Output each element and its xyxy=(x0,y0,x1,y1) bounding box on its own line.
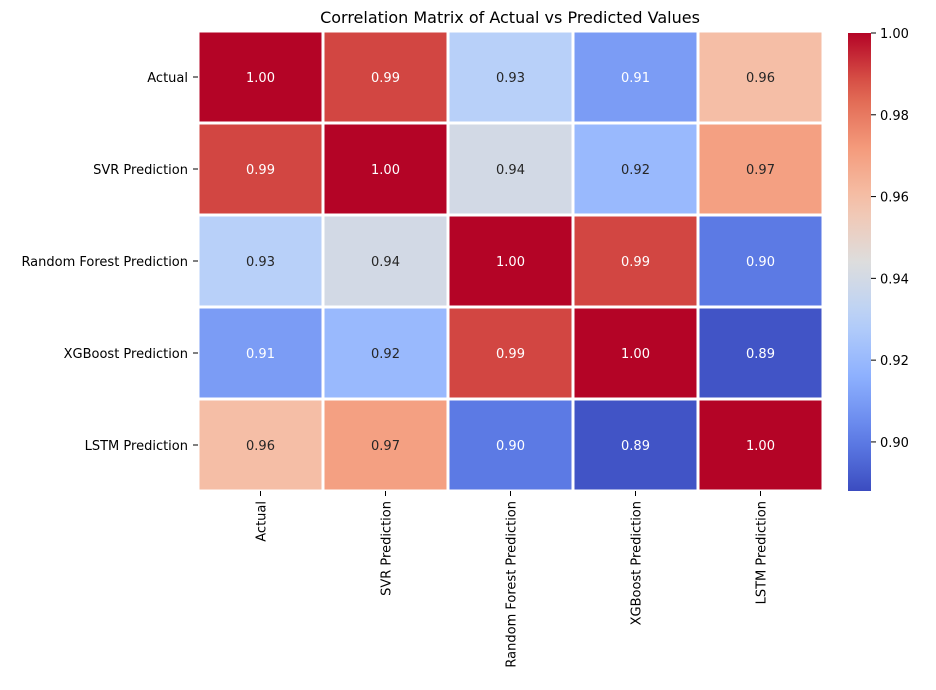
heatmap-cell xyxy=(446,121,575,217)
heatmap-cell xyxy=(321,29,450,125)
column-tick-label: XGBoost Prediction xyxy=(630,501,645,625)
heatmap-cell xyxy=(321,213,450,309)
cell-value-label: 0.93 xyxy=(496,71,525,86)
colorbar-tick-label: 1.00 xyxy=(880,27,909,42)
heatmap-cells: 1.00 0.99 0.93 0.91 0.96 0.99 1.00 0.94 0.92 0.97… xyxy=(196,29,825,493)
colorbar-tick-label: 0.94 xyxy=(880,272,909,287)
column-tick-label: SVR Prediction xyxy=(380,501,395,596)
colorbar: 0.90 0.92 0.94 0.96 0.98 1.00 xyxy=(848,27,909,491)
cell-value-label: 1.00 xyxy=(621,347,650,362)
row-tick-label: XGBoost Prediction xyxy=(64,347,188,362)
heatmap-cell xyxy=(446,305,575,401)
colorbar-gradient xyxy=(848,33,871,491)
chart-title: Correlation Matrix of Actual vs Predicte… xyxy=(320,8,700,27)
cell-value-label: 0.99 xyxy=(496,347,525,362)
cell-value-label: 1.00 xyxy=(746,439,775,454)
cell-value-label: 0.89 xyxy=(621,439,650,454)
cell-value-label: 0.96 xyxy=(746,71,775,86)
cell-value-label: 0.92 xyxy=(621,163,650,178)
colorbar-tick-label: 0.92 xyxy=(880,354,909,369)
column-tick-label: Random Forest Prediction xyxy=(505,501,520,668)
colorbar-tick-label: 0.90 xyxy=(880,436,909,451)
cell-value-label: 0.91 xyxy=(246,347,275,362)
heatmap-cell xyxy=(321,397,450,493)
heatmap-cell xyxy=(696,121,825,217)
cell-value-label: 1.00 xyxy=(496,255,525,270)
cell-value-label: 0.91 xyxy=(621,71,650,86)
cell-value-label: 0.94 xyxy=(371,255,400,270)
column-tick-labels: Actual SVR Prediction Random Forest Predic… xyxy=(255,491,770,668)
row-tick-labels: Actual SVR Prediction Random Forest Predic… xyxy=(21,71,198,454)
cell-value-label: 0.97 xyxy=(371,439,400,454)
heatmap-cell xyxy=(321,305,450,401)
heatmap-cell xyxy=(446,397,575,493)
cell-value-label: 0.97 xyxy=(746,163,775,178)
cell-value-label: 0.93 xyxy=(246,255,275,270)
cell-value-label: 0.90 xyxy=(496,439,525,454)
row-tick-label: LSTM Prediction xyxy=(85,439,188,454)
cell-value-label: 1.00 xyxy=(371,163,400,178)
cell-value-label: 0.99 xyxy=(371,71,400,86)
cell-value-label: 0.99 xyxy=(621,255,650,270)
cell-value-label: 1.00 xyxy=(246,71,275,86)
cell-value-label: 0.96 xyxy=(246,439,275,454)
cell-value-label: 0.89 xyxy=(746,347,775,362)
heatmap-cell xyxy=(571,213,700,309)
heatmap-cell xyxy=(696,305,825,401)
cell-value-label: 0.92 xyxy=(371,347,400,362)
heatmap-cell xyxy=(571,305,700,401)
cell-value-label: 0.90 xyxy=(746,255,775,270)
column-tick-label: Actual xyxy=(255,501,270,542)
colorbar-tick-label: 0.96 xyxy=(880,191,909,206)
column-tick-label: LSTM Prediction xyxy=(755,501,770,604)
row-tick-label: Random Forest Prediction xyxy=(21,255,188,270)
cell-value-label: 0.99 xyxy=(246,163,275,178)
cell-value-label: 0.94 xyxy=(496,163,525,178)
row-tick-label: Actual xyxy=(147,71,188,86)
colorbar-tick-label: 0.98 xyxy=(880,109,909,124)
row-tick-label: SVR Prediction xyxy=(93,163,188,178)
